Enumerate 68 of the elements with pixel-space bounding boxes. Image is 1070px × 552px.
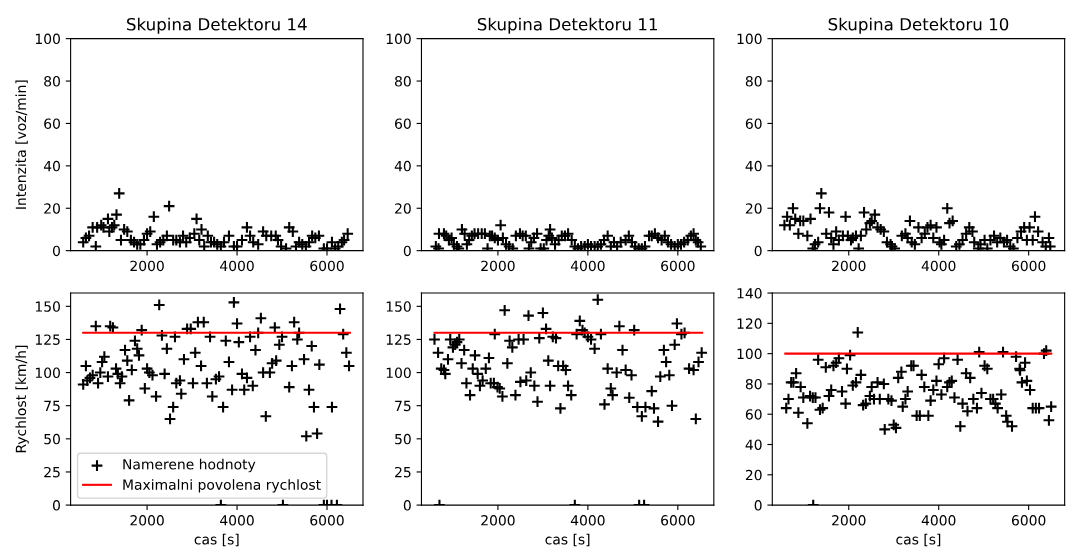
x-tick-label: 2000 bbox=[130, 515, 164, 526]
y-tick-label: 120 bbox=[737, 318, 762, 329]
y-tick-label: 75 bbox=[44, 400, 60, 412]
y-tick-label: 100 bbox=[386, 33, 411, 45]
y-tick-label: 100 bbox=[737, 33, 762, 45]
x-tick-label: 6000 bbox=[1011, 515, 1046, 526]
x-tick-label: 4000 bbox=[921, 515, 956, 526]
y-tick-label: 100 bbox=[35, 367, 60, 379]
x-tick-label: 6000 bbox=[1011, 260, 1046, 272]
y-tick-label: 60 bbox=[44, 118, 60, 129]
y-tick-label: 150 bbox=[35, 301, 60, 312]
x-tick-label: 4000 bbox=[570, 515, 605, 526]
chart-title: Skupina Detektoru 10 bbox=[828, 17, 1009, 34]
y-tick-label: 25 bbox=[44, 466, 60, 478]
x-tick-label: 6000 bbox=[661, 260, 695, 272]
y-tick-label: 40 bbox=[745, 439, 762, 450]
x-axis-title: cas [s] bbox=[194, 533, 239, 547]
legend-label: Namerene hodnoty bbox=[123, 458, 256, 473]
y-tick-label: 60 bbox=[745, 409, 762, 420]
x-tick-label: 6000 bbox=[310, 515, 344, 526]
y-tick-label: 20 bbox=[745, 469, 762, 481]
y-tick-label: 75 bbox=[395, 400, 411, 412]
y-tick-label: 80 bbox=[395, 76, 411, 87]
y-tick-label: 60 bbox=[745, 118, 762, 129]
x-tick-label: 2000 bbox=[832, 260, 866, 272]
y-tick-label: 0 bbox=[754, 500, 762, 511]
y-tick-label: 60 bbox=[395, 118, 411, 129]
y-tick-label: 50 bbox=[395, 433, 411, 445]
y-tick-label: 50 bbox=[44, 433, 60, 445]
y-axis-title: Intenzita [voz/min] bbox=[15, 80, 28, 209]
chart-title: Skupina Detektoru 14 bbox=[127, 17, 307, 34]
y-tick-label: 40 bbox=[745, 160, 762, 172]
y-axis-title: Rychlost [km/h] bbox=[15, 345, 29, 453]
x-tick-label: 2000 bbox=[130, 260, 164, 272]
y-tick-label: 80 bbox=[745, 76, 762, 87]
y-tick-label: 0 bbox=[403, 500, 411, 511]
y-tick-label: 100 bbox=[386, 367, 411, 379]
legend-label: Maximalni povolena rychlost bbox=[123, 479, 321, 493]
y-tick-label: 100 bbox=[35, 33, 60, 45]
y-tick-label: 40 bbox=[394, 160, 411, 172]
y-tick-label: 25 bbox=[395, 466, 411, 478]
y-tick-label: 150 bbox=[386, 301, 411, 312]
y-tick-label: 20 bbox=[395, 203, 411, 214]
x-tick-label: 6000 bbox=[310, 260, 344, 272]
y-tick-label: 140 bbox=[737, 288, 762, 299]
x-tick-label: 2000 bbox=[832, 515, 866, 526]
x-tick-label: 6000 bbox=[661, 515, 695, 526]
x-tick-label: 4000 bbox=[220, 515, 254, 526]
y-tick-label: 0 bbox=[754, 245, 762, 257]
chart-title: Skupina Detektoru 11 bbox=[477, 17, 657, 34]
y-tick-label: 0 bbox=[403, 245, 411, 257]
y-tick-label: 20 bbox=[745, 203, 762, 214]
x-tick-label: 4000 bbox=[921, 260, 956, 272]
x-axis-title: cas [s] bbox=[545, 533, 590, 547]
x-axis-title: cas [s] bbox=[896, 533, 941, 547]
y-tick-label: 20 bbox=[44, 203, 60, 214]
y-tick-label: 0 bbox=[52, 500, 60, 511]
y-tick-label: 0 bbox=[52, 245, 60, 257]
x-tick-label: 4000 bbox=[220, 260, 254, 272]
x-tick-label: 2000 bbox=[481, 260, 515, 272]
y-tick-label: 100 bbox=[737, 348, 762, 360]
x-tick-label: 4000 bbox=[570, 260, 605, 272]
y-tick-label: 125 bbox=[35, 334, 60, 345]
y-tick-label: 80 bbox=[745, 378, 762, 390]
x-tick-label: 2000 bbox=[481, 515, 515, 526]
y-tick-label: 125 bbox=[386, 334, 411, 345]
y-tick-label: 40 bbox=[43, 160, 60, 172]
y-tick-label: 80 bbox=[44, 76, 60, 87]
